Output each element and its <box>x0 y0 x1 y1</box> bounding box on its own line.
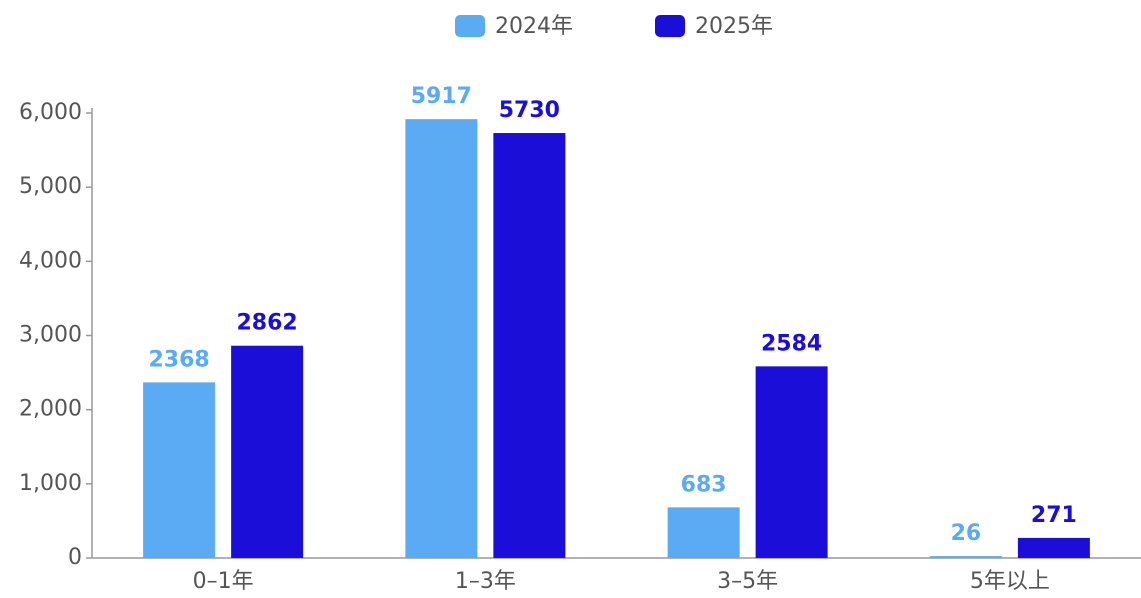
value-label: 2584 <box>761 331 822 356</box>
x-tick-label: 3–5年 <box>717 569 778 594</box>
value-label: 2862 <box>237 311 298 336</box>
value-label: 2368 <box>149 347 210 372</box>
legend-swatch <box>455 15 485 37</box>
y-tick-label: 3,000 <box>19 323 82 348</box>
x-tick-label: 5年以上 <box>970 569 1050 594</box>
y-tick-label: 4,000 <box>19 248 82 273</box>
value-label: 683 <box>681 472 727 497</box>
legend-label: 2025年 <box>695 14 773 39</box>
value-label: 5917 <box>411 84 472 109</box>
y-tick-label: 1,000 <box>19 471 82 496</box>
legend-swatch <box>655 15 685 37</box>
bar <box>929 556 1002 558</box>
bar <box>143 382 216 558</box>
legend-label: 2024年 <box>495 14 573 39</box>
x-tick-label: 0–1年 <box>193 569 254 594</box>
bar <box>493 133 566 558</box>
bar <box>405 119 478 559</box>
value-label: 5730 <box>499 98 560 123</box>
x-tick-label: 1–3年 <box>455 569 516 594</box>
y-tick-label: 6,000 <box>19 100 82 125</box>
bar <box>755 366 828 558</box>
y-tick-label: 2,000 <box>19 397 82 422</box>
y-tick-label: 5,000 <box>19 174 82 199</box>
bar <box>1017 537 1090 558</box>
bar <box>231 345 304 558</box>
bar <box>667 507 740 558</box>
y-tick-label: 0 <box>68 545 82 570</box>
value-label: 26 <box>951 521 982 546</box>
value-label: 271 <box>1031 503 1077 528</box>
